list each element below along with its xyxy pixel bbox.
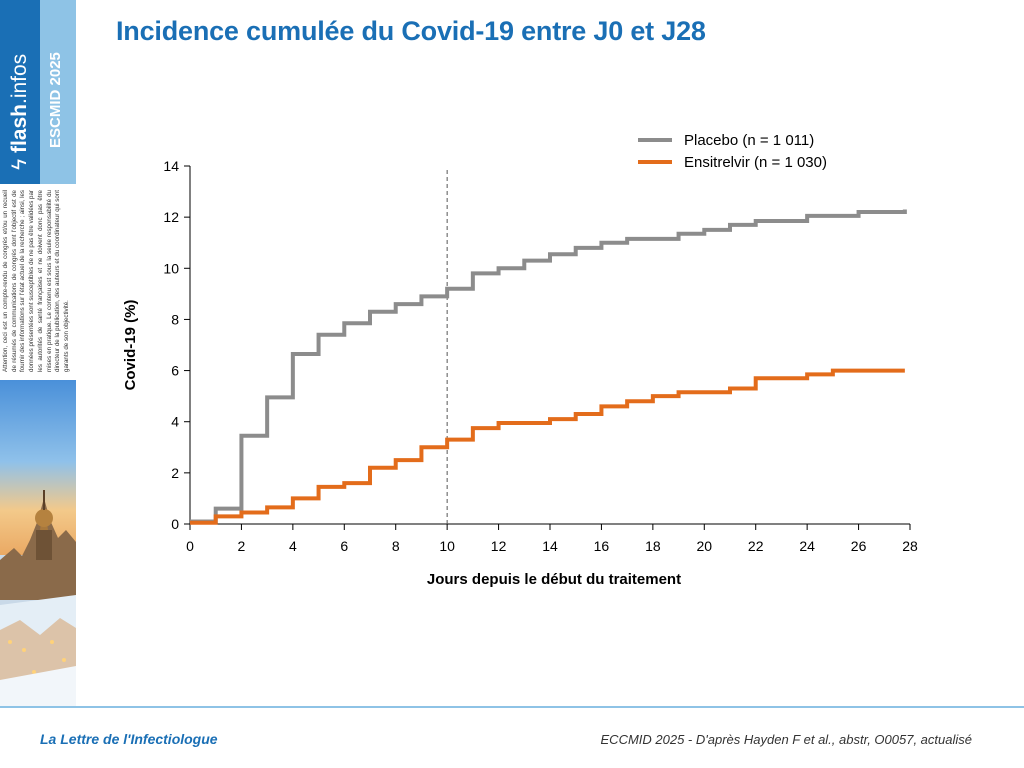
x-axis-title: Jours depuis le début du traitement: [427, 571, 681, 588]
x-tick-label: 28: [902, 538, 918, 554]
y-tick-label: 8: [171, 311, 179, 327]
legend: Placebo (n = 1 011) Ensitrelvir (n = 1 03…: [638, 132, 827, 171]
y-tick-label: 4: [171, 414, 179, 430]
x-tick-label: 14: [542, 538, 558, 554]
x-tick-label: 22: [748, 538, 764, 554]
x-tick-label: 8: [392, 538, 400, 554]
series-line-placebo: [190, 209, 907, 524]
y-tick-label: 0: [171, 516, 179, 532]
footer-divider: [0, 706, 1024, 708]
x-tick-label: 18: [645, 538, 661, 554]
journal-name: La Lettre de l'Infectiologue: [40, 731, 218, 747]
x-tick-label: 4: [289, 538, 297, 554]
x-tick-label: 2: [238, 538, 246, 554]
legend-entry: Ensitrelvir (n = 1 030): [684, 154, 827, 171]
chart-marks: [190, 170, 907, 525]
source-citation: ECCMID 2025 - D'après Hayden F et al., a…: [600, 732, 972, 747]
y-tick-label: 14: [163, 158, 179, 174]
event-block: [40, 0, 76, 184]
legend-entry: Placebo (n = 1 011): [684, 132, 814, 149]
x-tick-label: 16: [594, 538, 610, 554]
x-tick-label: 20: [696, 538, 712, 554]
y-tick-label: 12: [163, 209, 179, 225]
series-line-ensitrelvir: [190, 368, 905, 525]
y-tick-label: 2: [171, 465, 179, 481]
page-title: Incidence cumulée du Covid-19 entre J0 e…: [116, 16, 706, 46]
y-tick-label: 6: [171, 363, 179, 379]
x-tick-label: 10: [439, 538, 455, 554]
y-axis-title: Covid-19 (%): [122, 300, 139, 391]
x-tick-label: 24: [799, 538, 815, 554]
sidebar: ϟ flash.infos ESCMID 2025 Attention, cec…: [0, 0, 76, 706]
x-tick-label: 26: [851, 538, 867, 554]
brand-block: [0, 0, 40, 184]
x-tick-label: 12: [491, 538, 507, 554]
x-tick-label: 0: [186, 538, 194, 554]
city-photo-icon: [0, 380, 76, 706]
x-tick-label: 6: [340, 538, 348, 554]
y-tick-label: 10: [163, 260, 179, 276]
